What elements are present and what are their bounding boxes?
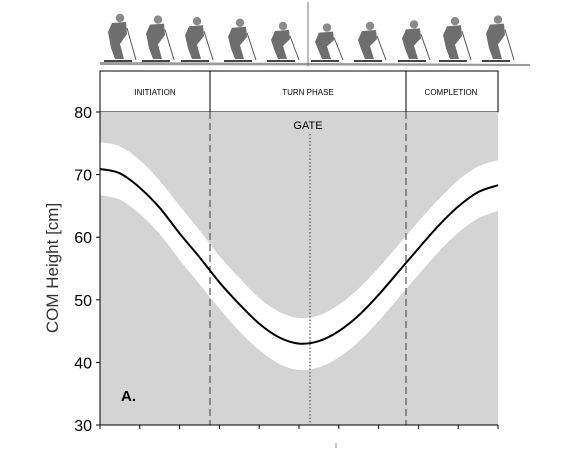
skier-body bbox=[315, 31, 334, 59]
skier-head bbox=[235, 18, 245, 27]
skier-body bbox=[185, 25, 204, 59]
panel-label: A. bbox=[121, 388, 136, 405]
gate-label: GATE bbox=[293, 120, 322, 132]
ski-pole bbox=[376, 35, 387, 61]
skier-figure bbox=[311, 23, 344, 62]
skier-figure bbox=[224, 18, 257, 62]
skier-head bbox=[409, 20, 419, 29]
skier-figure bbox=[142, 15, 175, 62]
skier-head bbox=[365, 21, 375, 31]
y-tick-label: 50 bbox=[74, 293, 92, 310]
skier-head bbox=[115, 13, 125, 23]
ski-pole bbox=[420, 34, 431, 61]
skier-figure bbox=[267, 21, 300, 62]
skier-figure bbox=[439, 17, 472, 62]
skier-body bbox=[486, 23, 505, 60]
skier-body bbox=[443, 25, 462, 59]
y-axis-title: COM Height [cm] bbox=[43, 203, 62, 333]
skier-body bbox=[358, 30, 377, 59]
x-axis-ticks bbox=[99, 425, 499, 429]
ski-pole bbox=[164, 29, 175, 61]
skier-head bbox=[450, 17, 460, 26]
phase-label-completion: COMPLETION bbox=[425, 88, 478, 97]
skier-head bbox=[153, 15, 163, 24]
ski-pole bbox=[246, 32, 257, 61]
y-axis-ticks: 30 40 50 60 70 80 bbox=[74, 105, 100, 435]
ski-pole bbox=[461, 31, 472, 61]
skier-body bbox=[271, 30, 290, 59]
skier-figure bbox=[104, 13, 137, 62]
y-tick-label: 70 bbox=[74, 168, 92, 185]
phase-label-turn: TURN PHASE bbox=[282, 88, 334, 97]
plot-area: GATE A. bbox=[99, 112, 499, 426]
skier-head bbox=[322, 23, 332, 32]
ski-pole bbox=[289, 35, 300, 61]
phase-header: INITIATION TURN PHASE COMPLETION bbox=[99, 70, 499, 113]
skier-figure bbox=[181, 17, 214, 62]
phase-label-initiation: INITIATION bbox=[134, 88, 175, 97]
skier-body bbox=[146, 23, 165, 60]
ski-pole bbox=[126, 27, 137, 61]
skier-body bbox=[108, 22, 127, 59]
ski-pole bbox=[504, 29, 515, 61]
skier-head bbox=[192, 17, 202, 26]
plot-background bbox=[100, 112, 498, 425]
y-tick-label: 40 bbox=[74, 355, 92, 372]
skier-body bbox=[228, 26, 247, 59]
skier-figure bbox=[398, 20, 431, 62]
ski-pole bbox=[333, 37, 344, 61]
skier-sequence-illustration bbox=[100, 2, 530, 66]
skier-body bbox=[402, 28, 421, 59]
skier-figure bbox=[482, 15, 515, 62]
skier-head bbox=[278, 21, 288, 31]
snow-ground bbox=[100, 62, 530, 66]
y-tick-label: 80 bbox=[74, 105, 92, 122]
ski-pole bbox=[203, 31, 214, 61]
mean-com-height-line bbox=[99, 168, 499, 345]
y-tick-label: 30 bbox=[74, 418, 92, 435]
phase-header-box bbox=[99, 70, 499, 113]
y-tick-label: 60 bbox=[74, 230, 92, 247]
skier-figure bbox=[354, 21, 387, 62]
std-band bbox=[100, 142, 498, 371]
skier-head bbox=[493, 15, 503, 24]
